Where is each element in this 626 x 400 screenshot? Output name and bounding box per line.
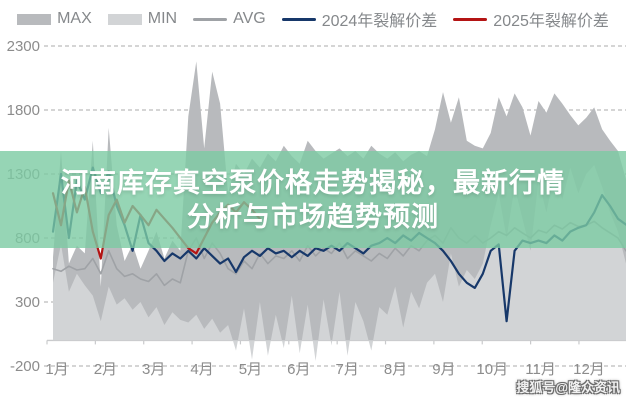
- legend-label-min: MIN: [147, 10, 178, 27]
- x-tick-label: 12月: [573, 361, 605, 378]
- legend-label-avg: AVG: [233, 10, 266, 27]
- avg-line-swatch-icon: [193, 17, 228, 21]
- legend-item-min[interactable]: MIN: [107, 10, 178, 28]
- overlay-title-line1: 河南库存真空泵价格走势揭秘，最新行情: [61, 167, 565, 198]
- x-tick-label: 1月: [45, 361, 68, 378]
- x-tick-label: 3月: [142, 361, 165, 378]
- y-tick-label: 300: [15, 294, 40, 311]
- legend-label-2024: 2024年裂解价差: [321, 13, 438, 30]
- max-area-swatch-icon: [17, 13, 52, 25]
- x-tick-label: 5月: [239, 361, 262, 378]
- legend-label-max: MAX: [57, 10, 92, 27]
- x-tick-label: 9月: [432, 361, 455, 378]
- legend-item-max[interactable]: MAX: [17, 10, 92, 28]
- legend-item-2025[interactable]: 2025年裂解价差: [453, 7, 609, 31]
- x-tick-label: 4月: [190, 361, 213, 378]
- x-tick-label: 7月: [335, 361, 358, 378]
- area-series-MIN: [53, 165, 626, 361]
- title-overlay-banner: 河南库存真空泵价格走势揭秘，最新行情 分析与市场趋势预测: [0, 151, 626, 248]
- legend-item-2024[interactable]: 2024年裂解价差: [281, 7, 438, 31]
- x-tick-label: 2月: [94, 361, 117, 378]
- y-tick-label: 1800: [7, 102, 40, 119]
- chart-legend: MAX MIN AVG 2024年裂解价差 2025年裂解价差: [0, 7, 626, 31]
- line-2025-swatch-icon: [453, 17, 488, 21]
- y-tick-label: -200: [10, 358, 40, 375]
- x-tick-label: 8月: [384, 361, 407, 378]
- legend-item-avg[interactable]: AVG: [193, 10, 266, 28]
- x-tick-label: 11月: [525, 361, 556, 378]
- overlay-title-line2: 分析与市场趋势预测: [187, 201, 439, 232]
- watermark-sohu-account: 搜狐号@隆众资讯: [516, 380, 620, 395]
- line-2024-swatch-icon: [281, 17, 316, 21]
- min-area-swatch-icon: [107, 13, 142, 25]
- legend-label-2025: 2025年裂解价差: [493, 13, 609, 30]
- y-tick-label: 2300: [7, 38, 40, 55]
- x-tick-label: 6月: [287, 361, 310, 378]
- x-tick-label: 10月: [476, 361, 508, 378]
